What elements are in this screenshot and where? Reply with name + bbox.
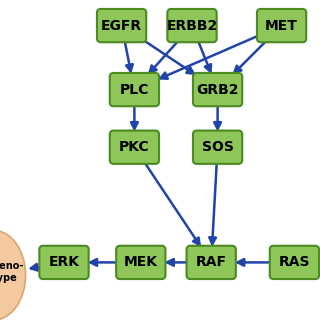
FancyBboxPatch shape bbox=[193, 131, 242, 164]
FancyBboxPatch shape bbox=[110, 131, 159, 164]
Text: MET: MET bbox=[265, 19, 298, 33]
Text: GRB2: GRB2 bbox=[196, 83, 239, 97]
FancyBboxPatch shape bbox=[193, 73, 242, 106]
Ellipse shape bbox=[0, 230, 26, 320]
FancyBboxPatch shape bbox=[270, 246, 319, 279]
Text: RAS: RAS bbox=[279, 255, 310, 269]
Text: EGFR: EGFR bbox=[101, 19, 142, 33]
FancyBboxPatch shape bbox=[167, 9, 217, 42]
FancyBboxPatch shape bbox=[97, 9, 146, 42]
FancyBboxPatch shape bbox=[257, 9, 306, 42]
Text: PKC: PKC bbox=[119, 140, 150, 154]
FancyBboxPatch shape bbox=[110, 73, 159, 106]
Text: Pheno-
type: Pheno- type bbox=[0, 261, 24, 283]
FancyBboxPatch shape bbox=[116, 246, 165, 279]
Text: RAF: RAF bbox=[196, 255, 227, 269]
Text: MEK: MEK bbox=[124, 255, 158, 269]
Text: ERBB2: ERBB2 bbox=[166, 19, 218, 33]
FancyBboxPatch shape bbox=[187, 246, 236, 279]
Text: ERK: ERK bbox=[49, 255, 79, 269]
FancyBboxPatch shape bbox=[39, 246, 89, 279]
Text: PLC: PLC bbox=[120, 83, 149, 97]
Text: SOS: SOS bbox=[202, 140, 234, 154]
